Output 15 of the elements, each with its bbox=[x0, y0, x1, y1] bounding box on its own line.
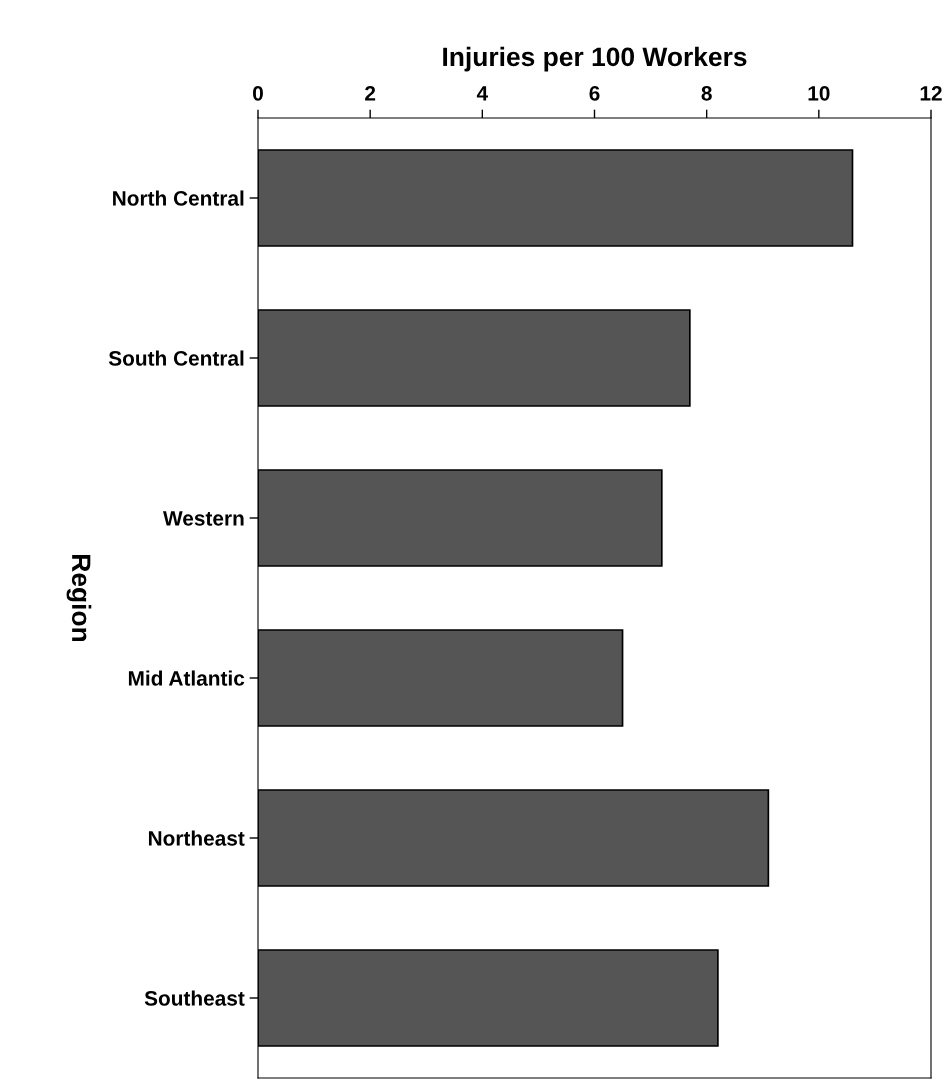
y-tick-label: Mid Atlantic bbox=[128, 670, 245, 686]
x-tick-label: 0 bbox=[253, 85, 263, 101]
x-tick-label: 12 bbox=[920, 85, 942, 101]
y-tick-label: South Central bbox=[108, 350, 244, 366]
x-tick-label: 4 bbox=[476, 86, 489, 101]
y-tick-label: Southeast bbox=[144, 990, 245, 1006]
y-tick-label: North Central bbox=[113, 190, 244, 206]
y-axis-title: Region bbox=[66, 555, 92, 642]
x-axis-title: Injuries per 100 Workers bbox=[443, 46, 747, 72]
x-tick-label: 2 bbox=[365, 85, 376, 101]
y-tick-label: Western bbox=[163, 511, 244, 526]
x-tick-label: 8 bbox=[701, 85, 712, 101]
x-tick-label: 6 bbox=[589, 85, 600, 101]
x-tick-label: 10 bbox=[808, 85, 830, 101]
y-tick-label: Northeast bbox=[148, 830, 245, 846]
